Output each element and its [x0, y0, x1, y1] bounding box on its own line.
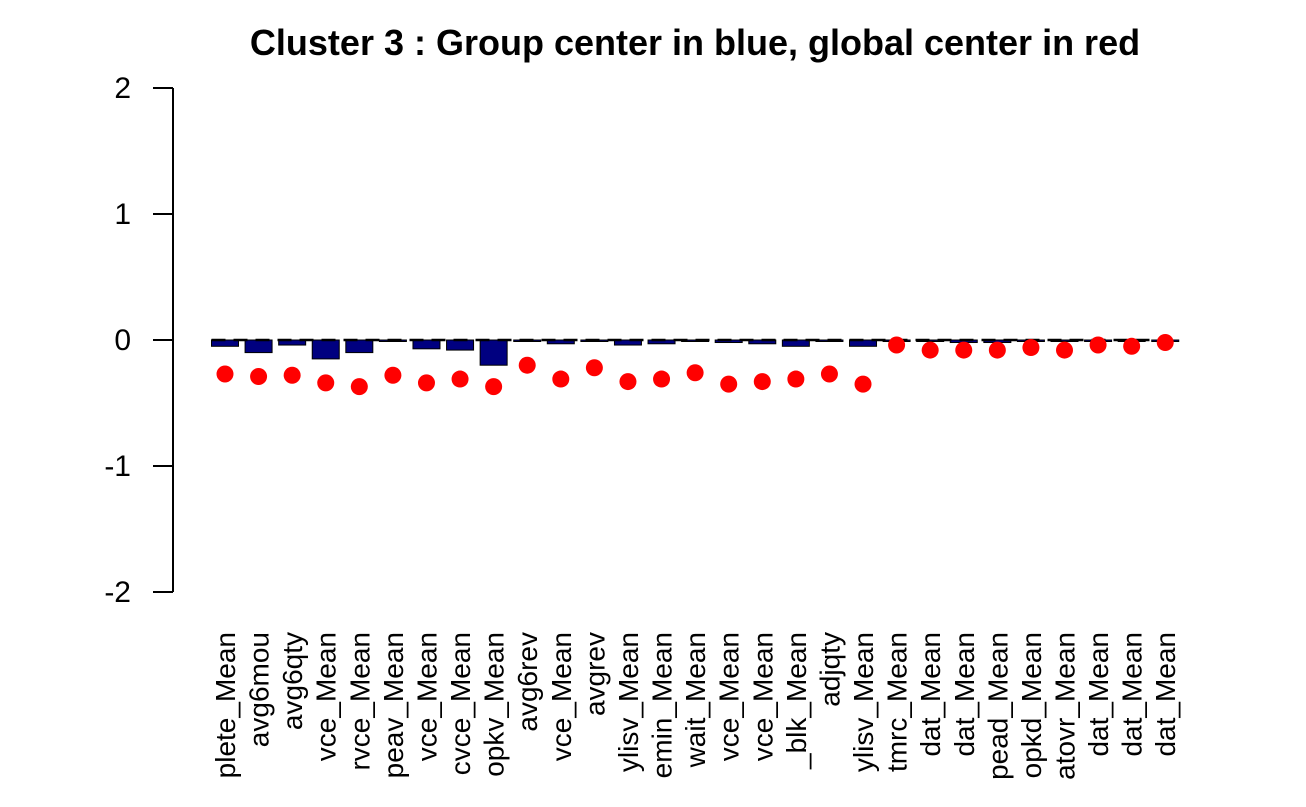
x-tick-label: plete_Mean	[210, 632, 241, 778]
bar	[244, 339, 273, 354]
point	[921, 341, 939, 359]
x-tick-label: vce_Mean	[546, 632, 577, 761]
point	[1156, 334, 1174, 352]
y-tick-label: 1	[114, 198, 131, 231]
x-tick-label: dat_Mean	[949, 632, 980, 757]
x-tick-label: avg6qty	[277, 632, 308, 730]
x-tick-label: tmrc_Mean	[882, 632, 913, 772]
x-tick-label: avgrev	[579, 632, 610, 716]
point	[384, 366, 402, 384]
point	[585, 359, 603, 377]
x-tick-label: vce_Mean	[311, 632, 342, 761]
point	[854, 375, 872, 393]
bar-series-group-center	[211, 339, 1180, 366]
x-tick-label: dat_Mean	[1150, 632, 1181, 757]
chart-title: Cluster 3 : Group center in blue, global…	[249, 22, 1141, 63]
x-tick-label: atovr_Mean	[1050, 632, 1081, 780]
x-tick-label: _blk_Mean	[781, 632, 812, 770]
x-tick-label: dat_Mean	[1083, 632, 1114, 757]
point	[888, 336, 906, 354]
x-tick-label: peav_Mean	[378, 632, 409, 778]
x-tick-label: opkd_Mean	[1016, 632, 1047, 778]
bar	[278, 339, 307, 346]
bar	[546, 339, 575, 345]
point	[1123, 337, 1141, 355]
point	[720, 375, 738, 393]
bar	[613, 339, 642, 346]
x-tick-label: vce_Mean	[714, 632, 745, 761]
x-tick-label: avg6rev	[512, 632, 543, 732]
bar	[311, 339, 340, 360]
x-tick-label: pead_Mean	[982, 632, 1013, 780]
x-tick-label: cvce_Mean	[445, 632, 476, 775]
point	[1022, 339, 1040, 357]
x-tick-label: emin_Mean	[647, 632, 678, 778]
bar	[446, 339, 475, 351]
x-tick-label: ylisv_Mean	[613, 632, 644, 772]
point	[820, 365, 838, 383]
point	[451, 370, 469, 388]
x-tick-label: vce_Mean	[411, 632, 442, 761]
point	[216, 365, 234, 383]
x-tick-label: wait_Mean	[680, 632, 711, 768]
bar	[345, 339, 374, 354]
point	[1089, 336, 1107, 354]
point	[552, 370, 570, 388]
x-axis-labels: plete_Mean avg6mou avg6qty vce_Mean rvce_Mea…	[210, 632, 1181, 780]
point	[653, 370, 671, 388]
point	[250, 368, 268, 386]
x-tick-label: opkv_Mean	[479, 632, 510, 777]
x-tick-label: dat_Mean	[915, 632, 946, 757]
point	[350, 378, 368, 396]
point-series-global-center	[216, 334, 1174, 396]
bar	[412, 339, 441, 350]
point	[988, 341, 1006, 359]
y-tick-label: -1	[104, 450, 131, 483]
x-tick-label: rvce_Mean	[344, 632, 375, 771]
point	[787, 370, 805, 388]
bar	[479, 339, 508, 366]
point	[283, 366, 301, 384]
y-tick-label: 0	[114, 324, 131, 357]
y-tick-label: 2	[114, 72, 131, 105]
point	[619, 373, 637, 391]
point	[518, 356, 536, 374]
point	[417, 374, 435, 392]
y-axis: -2 -1 0 1 2	[104, 72, 174, 609]
point	[753, 373, 771, 391]
point	[485, 378, 503, 396]
y-tick-label: -2	[104, 576, 131, 609]
point	[686, 364, 704, 382]
point	[317, 374, 335, 392]
x-tick-label: vce_Mean	[747, 632, 778, 761]
x-tick-label: dat_Mean	[1117, 632, 1148, 757]
x-tick-label: adjqty	[814, 632, 845, 707]
x-tick-label: avg6mou	[244, 632, 275, 747]
point	[955, 341, 973, 359]
point	[1056, 341, 1073, 359]
x-tick-label: ylisv_Mean	[848, 632, 879, 772]
